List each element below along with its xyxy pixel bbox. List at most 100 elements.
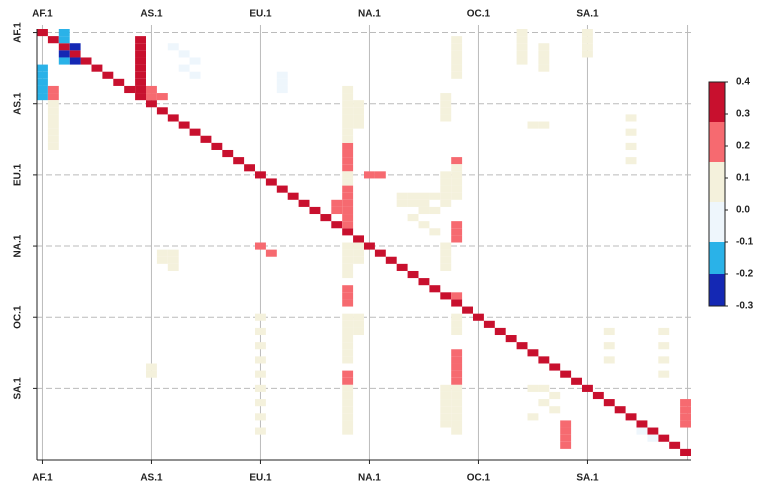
heat-cell <box>560 420 572 428</box>
heat-cell <box>47 114 59 122</box>
heat-cell <box>538 50 550 58</box>
heat-cell <box>451 363 463 371</box>
heat-cell <box>462 306 473 314</box>
heat-cell <box>560 427 572 435</box>
heat-cell <box>233 157 245 165</box>
heat-cell <box>353 121 364 129</box>
heat-cell <box>200 135 212 143</box>
heat-cell <box>342 249 354 257</box>
heat-cell <box>189 57 201 65</box>
heat-cell <box>440 171 452 179</box>
y-tick-label: EU.1 <box>13 163 24 186</box>
heat-cell <box>582 43 593 51</box>
heat-cell <box>396 192 408 200</box>
heat-cell <box>37 85 48 94</box>
colorbar-label: 0.4 <box>736 77 750 88</box>
heat-cell <box>407 199 419 207</box>
heat-cell <box>342 164 354 172</box>
heat-cell <box>342 270 354 279</box>
heat-cell <box>146 85 157 94</box>
x-tick-label: EU.1 <box>249 9 272 20</box>
heat-cell <box>451 384 463 392</box>
heat-cell <box>276 71 288 79</box>
heat-cell <box>407 270 419 279</box>
x-tick-label: AF.1 <box>32 9 53 20</box>
heat-cell <box>255 370 266 378</box>
colorbar-label: 0.0 <box>736 205 750 216</box>
heat-cell <box>440 178 452 186</box>
heat-cell <box>538 57 550 65</box>
heat-cell <box>189 71 201 79</box>
heat-cell <box>309 206 321 215</box>
heat-cell <box>451 157 463 165</box>
heat-cell <box>592 391 604 400</box>
colorbar-label: 0.1 <box>736 173 750 184</box>
heat-cell <box>331 199 343 207</box>
heat-cell <box>320 214 332 222</box>
x-tick-label: NA.1 <box>358 473 381 484</box>
heat-cell <box>342 420 354 428</box>
heat-cell <box>102 71 114 79</box>
heat-cell <box>135 85 146 94</box>
heat-cell <box>451 377 463 385</box>
heat-cell <box>549 406 561 414</box>
heat-cell <box>255 384 266 392</box>
heat-cell <box>549 391 561 400</box>
heat-cell <box>440 406 452 414</box>
heat-cell <box>124 85 136 94</box>
heat-cell <box>538 399 550 407</box>
heat-cell <box>440 391 452 400</box>
heat-cell <box>135 71 146 79</box>
heat-cell <box>342 206 354 215</box>
colorbar-band <box>709 162 725 202</box>
heat-cell <box>37 71 48 79</box>
heat-cell <box>298 199 310 207</box>
heat-cell <box>483 320 495 328</box>
heat-cell <box>113 78 125 86</box>
heat-cell <box>440 199 452 207</box>
heat-cell <box>353 256 364 264</box>
x-tick-label: EU.1 <box>249 473 272 484</box>
heat-cell <box>582 29 593 37</box>
heat-cell <box>364 242 375 250</box>
heat-cell <box>255 342 266 350</box>
heat-cell <box>516 36 528 44</box>
heat-cell <box>255 242 266 250</box>
heat-cell <box>538 121 550 129</box>
heat-cell <box>538 43 550 51</box>
heat-cell <box>582 36 593 44</box>
heat-cell <box>342 327 354 336</box>
heat-cell <box>342 335 354 343</box>
y-tick-label: SA.1 <box>13 377 24 400</box>
heat-cell <box>440 185 452 193</box>
heat-cell <box>255 171 266 179</box>
x-tick-label: SA.1 <box>576 9 599 20</box>
heat-cell <box>135 36 146 44</box>
heat-cell <box>135 78 146 86</box>
heat-cell <box>342 114 354 122</box>
heat-cell <box>527 349 539 357</box>
heat-cell <box>603 356 615 364</box>
heat-cell <box>429 228 441 236</box>
heat-cell <box>331 221 343 229</box>
heat-cell <box>167 263 179 271</box>
heat-cell <box>549 363 561 371</box>
heat-cell <box>407 192 419 200</box>
heat-cell <box>342 413 354 421</box>
heat-cell <box>669 441 681 449</box>
heat-cell <box>37 93 48 101</box>
heat-cell <box>156 107 168 115</box>
heat-cell <box>342 128 354 136</box>
heat-cell <box>342 214 354 222</box>
heat-cell <box>69 57 81 65</box>
heat-cell <box>451 413 463 421</box>
heat-cell <box>571 377 582 385</box>
heat-cell <box>342 85 354 94</box>
heat-cell <box>374 171 386 179</box>
heat-cell <box>473 313 484 321</box>
x-tick-label: OC.1 <box>467 473 491 484</box>
x-tick-label: SA.1 <box>576 473 599 484</box>
heat-cell <box>451 327 463 336</box>
heat-cell <box>353 242 364 250</box>
heat-cell <box>603 342 615 350</box>
